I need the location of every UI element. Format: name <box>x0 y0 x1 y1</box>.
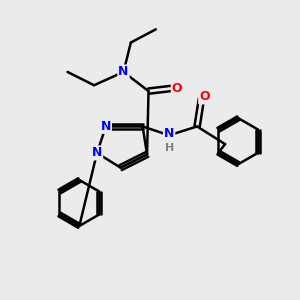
Text: N: N <box>118 65 129 79</box>
Text: O: O <box>172 82 182 95</box>
Text: O: O <box>199 91 210 103</box>
Text: N: N <box>100 120 111 133</box>
Text: N: N <box>164 127 174 140</box>
Text: H: H <box>165 142 174 153</box>
Text: N: N <box>92 146 102 159</box>
